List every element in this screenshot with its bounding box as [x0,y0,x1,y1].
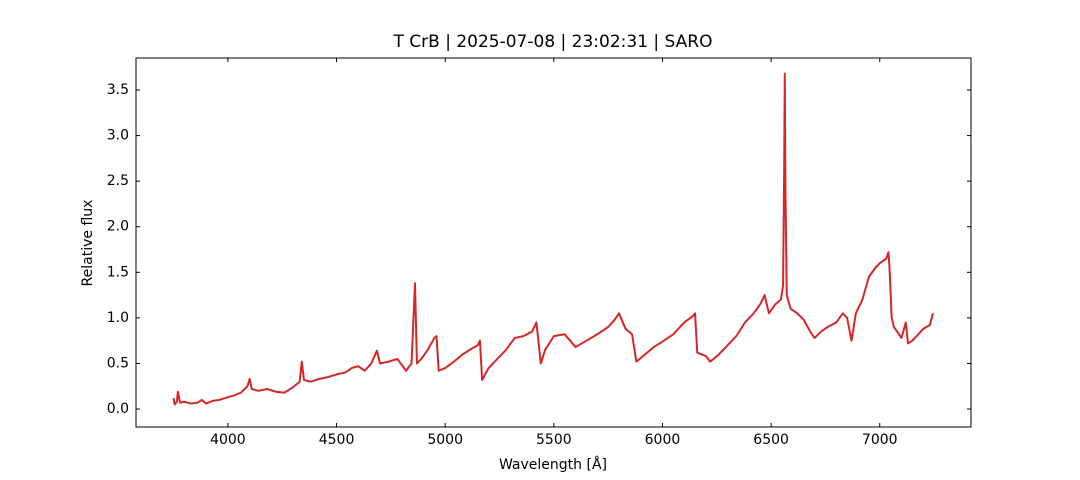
x-tick-label: 4000 [210,432,246,448]
y-tick-label: 2.0 [107,219,129,235]
x-tick-label: 5000 [427,432,463,448]
x-tick-label: 7000 [862,432,898,448]
y-tick-label: 3.0 [107,128,129,144]
y-tick-label: 1.5 [107,264,129,280]
y-tick-label: 0.5 [107,355,129,371]
y-tick-label: 1.0 [107,310,129,326]
y-tick-label: 3.5 [107,82,129,98]
y-axis-label: Relative flux [80,200,96,287]
y-tick-label: 0.0 [107,401,129,417]
x-axis-label: Wavelength [Å] [499,456,607,473]
y-tick-label: 2.5 [107,173,129,189]
x-tick-label: 4500 [319,432,355,448]
x-tick-label: 5500 [536,432,572,448]
spectrum-line [172,72,934,406]
chart-title: T CrB | 2025-07-08 | 23:02:31 | SARO [393,32,713,52]
x-tick-label: 6000 [645,432,681,448]
x-tick-label: 6500 [753,432,789,448]
